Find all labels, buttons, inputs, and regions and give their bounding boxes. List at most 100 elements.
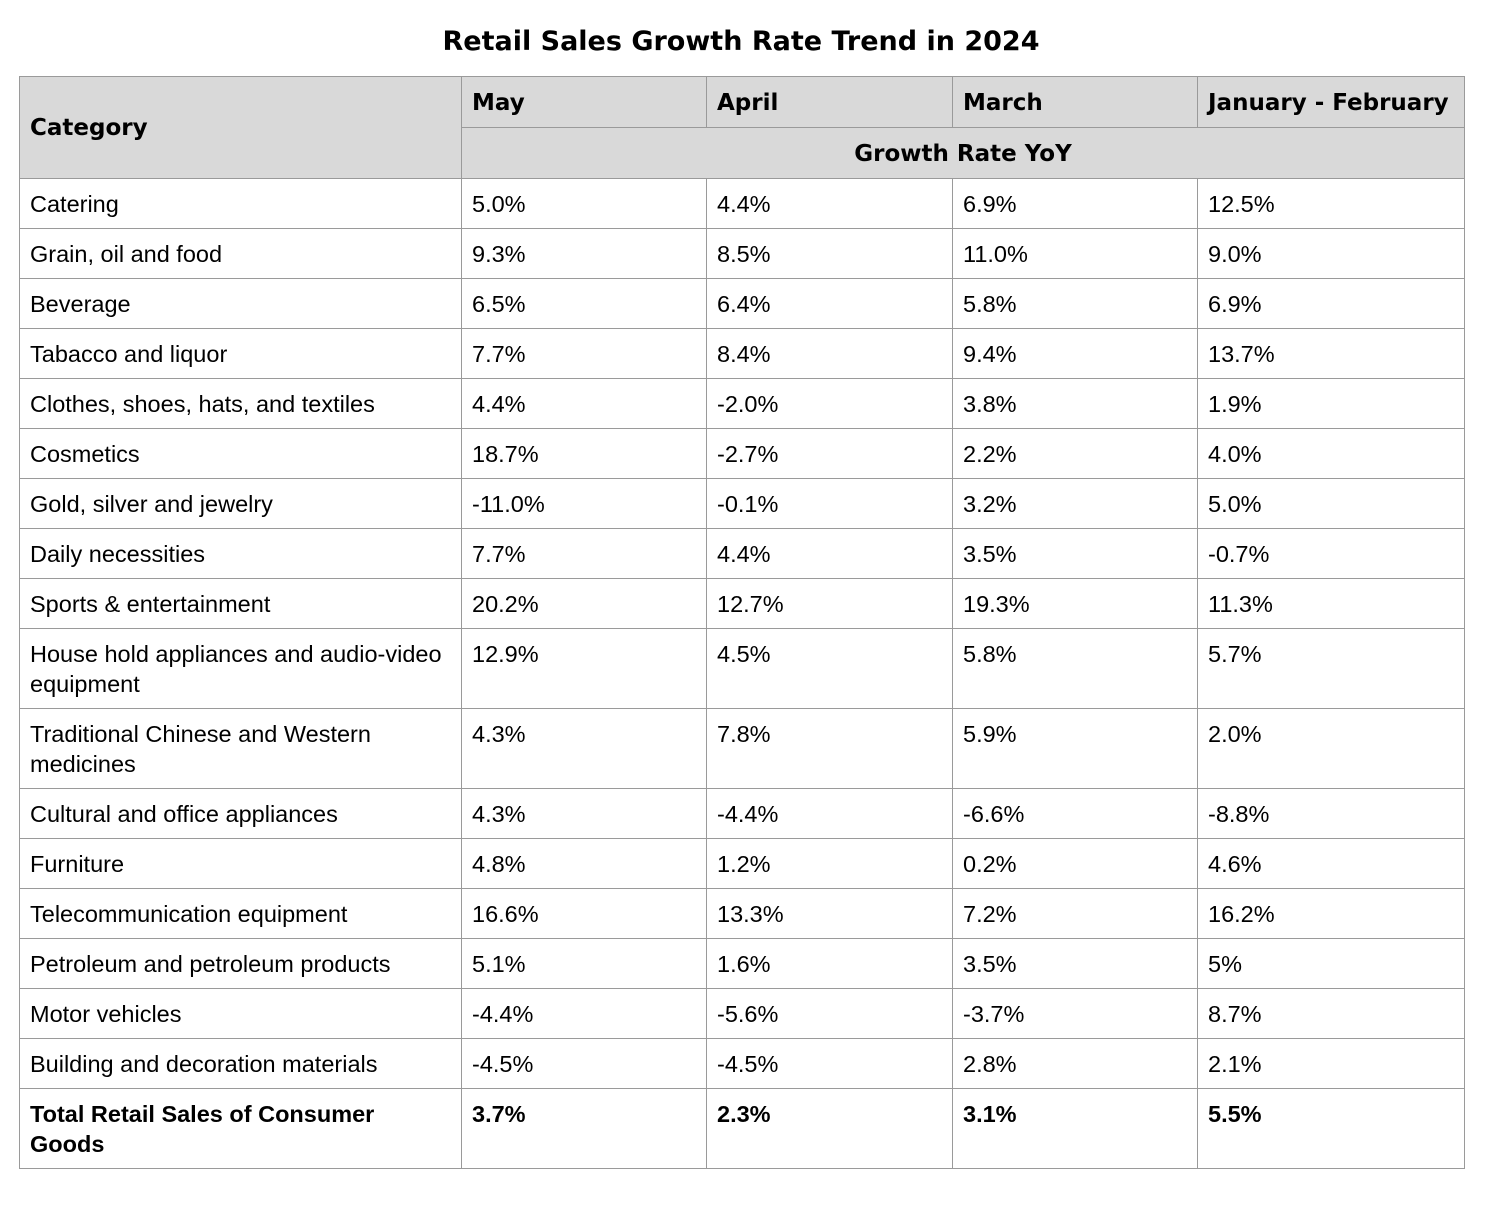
- value-cell: 4.3%: [461, 788, 707, 839]
- table-row: Clothes, shoes, hats, and textiles 4.4% -2…: [19, 378, 1465, 429]
- category-cell: Clothes, shoes, hats, and textiles: [19, 378, 462, 429]
- category-cell: Telecommunication equipment: [19, 888, 462, 939]
- value-cell: 6.9%: [1197, 278, 1465, 329]
- table-row: Telecommunication equipment 16.6% 13.3% 7.2…: [19, 888, 1465, 939]
- value-cell: -5.6%: [706, 988, 953, 1039]
- category-cell: Beverage: [19, 278, 462, 329]
- table-row: Furniture 4.8% 1.2% 0.2% 4.6%: [19, 838, 1465, 889]
- category-cell: Cultural and office appliances: [19, 788, 462, 839]
- value-cell: 16.6%: [461, 888, 707, 939]
- value-cell: -3.7%: [952, 988, 1198, 1039]
- category-cell: Sports & entertainment: [19, 578, 462, 629]
- value-cell: 4.4%: [706, 528, 953, 579]
- value-cell: 5.9%: [952, 708, 1198, 789]
- value-cell: 18.7%: [461, 428, 707, 479]
- value-cell: 0.2%: [952, 838, 1198, 889]
- value-cell: -4.5%: [461, 1038, 707, 1089]
- value-cell: 6.9%: [952, 178, 1198, 229]
- value-cell: 4.8%: [461, 838, 707, 889]
- value-cell: 11.0%: [952, 228, 1198, 279]
- value-cell: 5.0%: [1197, 478, 1465, 529]
- column-header-april: April: [706, 76, 953, 128]
- value-cell: 1.6%: [706, 938, 953, 989]
- value-cell: 3.8%: [952, 378, 1198, 429]
- value-cell: 13.7%: [1197, 328, 1465, 379]
- value-cell: 2.8%: [952, 1038, 1198, 1089]
- value-cell: 5.8%: [952, 628, 1198, 709]
- value-cell: 6.4%: [706, 278, 953, 329]
- value-cell: 4.3%: [461, 708, 707, 789]
- value-cell: 1.2%: [706, 838, 953, 889]
- value-cell: 19.3%: [952, 578, 1198, 629]
- category-cell: Traditional Chinese and Western medicine…: [19, 708, 462, 789]
- value-cell: -2.7%: [706, 428, 953, 479]
- value-cell: 3.5%: [952, 528, 1198, 579]
- table-row: Cultural and office appliances 4.3% -4.4% -…: [19, 788, 1465, 839]
- table-row: Motor vehicles -4.4% -5.6% -3.7% 8.7%: [19, 988, 1465, 1039]
- value-cell: 2.3%: [706, 1088, 953, 1169]
- value-cell: 7.7%: [461, 528, 707, 579]
- table-row: Catering 5.0% 4.4% 6.9% 12.5%: [19, 178, 1465, 229]
- growth-rate-subheader: Growth Rate YoY: [461, 127, 1465, 179]
- value-cell: 1.9%: [1197, 378, 1465, 429]
- category-cell: Petroleum and petroleum products: [19, 938, 462, 989]
- value-cell: 9.3%: [461, 228, 707, 279]
- category-column-header: Category: [19, 76, 462, 179]
- value-cell: 13.3%: [706, 888, 953, 939]
- value-cell: 8.5%: [706, 228, 953, 279]
- value-cell: 2.2%: [952, 428, 1198, 479]
- table-row: Traditional Chinese and Western medicine…: [19, 708, 1465, 789]
- value-cell: 8.4%: [706, 328, 953, 379]
- value-cell: 4.0%: [1197, 428, 1465, 479]
- table-header: Category May April March January - Febru…: [19, 76, 1465, 179]
- table-row: Total Retail Sales of Consumer Goods 3.7%…: [19, 1088, 1465, 1169]
- category-cell: Gold, silver and jewelry: [19, 478, 462, 529]
- table-row: Petroleum and petroleum products 5.1% 1.6%…: [19, 938, 1465, 989]
- category-cell: Motor vehicles: [19, 988, 462, 1039]
- table-row: Daily necessities 7.7% 4.4% 3.5% -0.7%: [19, 528, 1465, 579]
- value-cell: 5.0%: [461, 178, 707, 229]
- value-cell: 3.7%: [461, 1088, 707, 1169]
- value-cell: -4.4%: [461, 988, 707, 1039]
- value-cell: -4.5%: [706, 1038, 953, 1089]
- value-cell: 9.4%: [952, 328, 1198, 379]
- value-cell: 5.8%: [952, 278, 1198, 329]
- category-cell: Tabacco and liquor: [19, 328, 462, 379]
- table-row: Tabacco and liquor 7.7% 8.4% 9.4% 13.7%: [19, 328, 1465, 379]
- table-row: Cosmetics 18.7% -2.7% 2.2% 4.0%: [19, 428, 1465, 479]
- category-cell: House hold appliances and audio-video eq…: [19, 628, 462, 709]
- value-cell: 5%: [1197, 938, 1465, 989]
- table-title: Retail Sales Growth Rate Trend in 2024: [442, 26, 1040, 57]
- value-cell: 4.6%: [1197, 838, 1465, 889]
- value-cell: -4.4%: [706, 788, 953, 839]
- table-row: Grain, oil and food 9.3% 8.5% 11.0% 9.0%: [19, 228, 1465, 279]
- value-cell: 3.1%: [952, 1088, 1198, 1169]
- value-cell: 9.0%: [1197, 228, 1465, 279]
- table-row: Building and decoration materials -4.5% -4…: [19, 1038, 1465, 1089]
- category-cell: Catering: [19, 178, 462, 229]
- value-cell: 4.4%: [706, 178, 953, 229]
- table-row: Gold, silver and jewelry -11.0% -0.1% 3.2% 5…: [19, 478, 1465, 529]
- value-cell: 4.4%: [461, 378, 707, 429]
- value-cell: 2.1%: [1197, 1038, 1465, 1089]
- value-cell: 12.7%: [706, 578, 953, 629]
- value-cell: 11.3%: [1197, 578, 1465, 629]
- column-header-jan-feb: January - February: [1197, 76, 1465, 128]
- category-cell: Building and decoration materials: [19, 1038, 462, 1089]
- category-cell: Total Retail Sales of Consumer Goods: [19, 1088, 462, 1169]
- value-cell: -0.7%: [1197, 528, 1465, 579]
- table-row: Sports & entertainment 20.2% 12.7% 19.3% 11.…: [19, 578, 1465, 629]
- growth-rate-table: Category May April March January - Febru…: [19, 76, 1465, 1169]
- value-cell: 2.0%: [1197, 708, 1465, 789]
- column-header-march: March: [952, 76, 1198, 128]
- table-body: Catering 5.0% 4.4% 6.9% 12.5% Grain, oil and …: [19, 178, 1465, 1169]
- value-cell: 7.8%: [706, 708, 953, 789]
- value-cell: -11.0%: [461, 478, 707, 529]
- category-cell: Furniture: [19, 838, 462, 889]
- category-cell: Cosmetics: [19, 428, 462, 479]
- value-cell: 7.2%: [952, 888, 1198, 939]
- value-cell: 6.5%: [461, 278, 707, 329]
- table-row: Beverage 6.5% 6.4% 5.8% 6.9%: [19, 278, 1465, 329]
- column-header-may: May: [461, 76, 707, 128]
- value-cell: 16.2%: [1197, 888, 1465, 939]
